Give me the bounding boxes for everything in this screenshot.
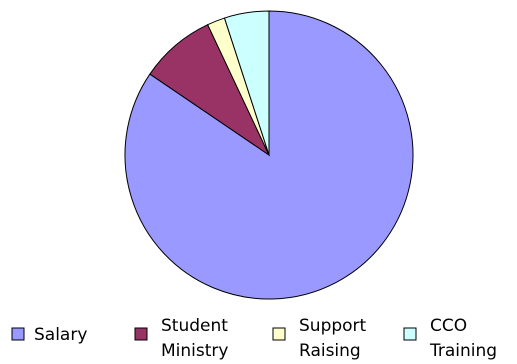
legend-swatch-salary <box>11 327 25 341</box>
legend-entry-student-ministry: Student Ministry <box>134 316 228 361</box>
legend-swatch-cco-training <box>403 327 417 341</box>
legend-label-cco-training: CCO Training <box>429 316 497 361</box>
legend-label-student-ministry: Student Ministry <box>161 316 228 361</box>
legend-label-support-raising: Support Raising <box>299 316 367 361</box>
pie-slices <box>124 10 414 300</box>
legend: Salary Student Ministry Support Raising CCO Tr… <box>11 316 497 361</box>
legend-swatch-support-raising <box>272 327 286 341</box>
legend-entry-salary: Salary <box>11 325 87 345</box>
legend-label-salary: Salary <box>34 325 87 345</box>
legend-entry-cco-training: CCO Training <box>403 316 497 361</box>
legend-entry-support-raising: Support Raising <box>272 316 367 361</box>
legend-swatch-student-ministry <box>134 327 148 341</box>
pie-slice-cco-training <box>223 10 270 156</box>
